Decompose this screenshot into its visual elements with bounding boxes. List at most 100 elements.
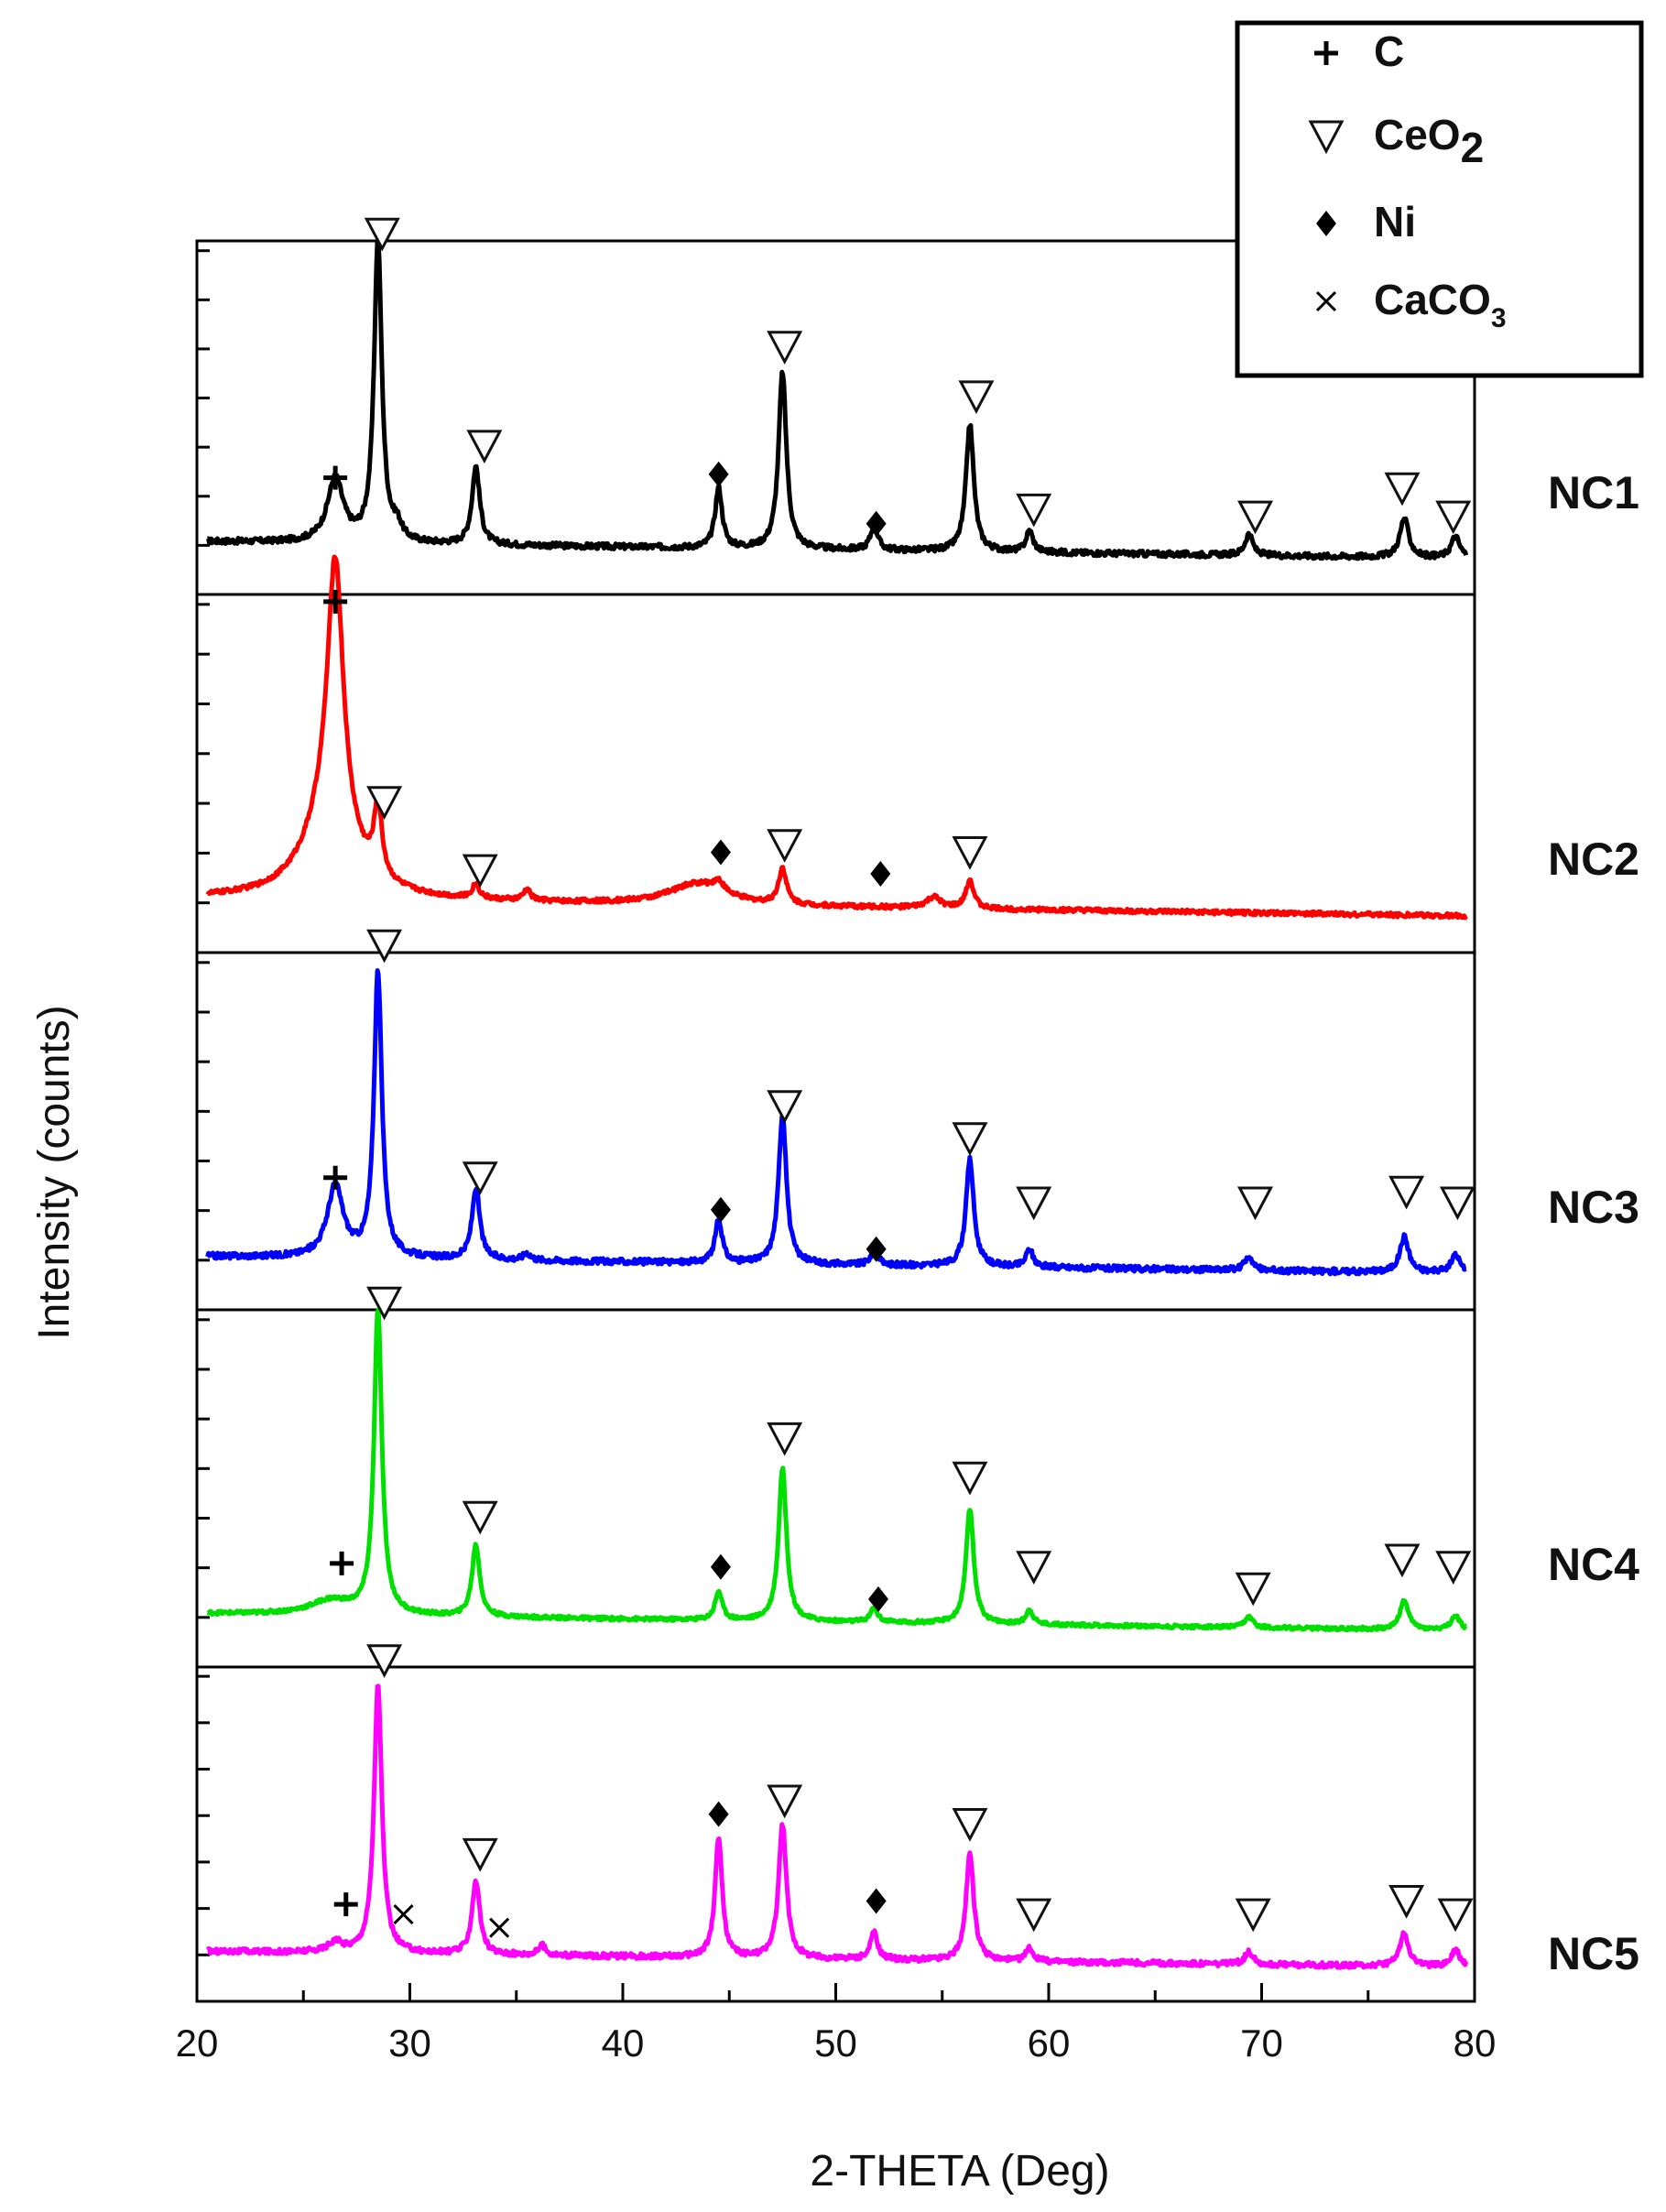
diamond-marker: [1316, 211, 1336, 236]
series-label-nc1: NC1: [1548, 467, 1639, 518]
triangle-down-marker: [1384, 472, 1421, 507]
marker-plus: [323, 1165, 348, 1190]
triangle-down-marker: [952, 1461, 988, 1496]
marker-triangle-down: [462, 854, 498, 888]
triangle-down-marker: [767, 829, 803, 863]
triangle-down-marker: [1237, 1186, 1274, 1221]
triangle-down-marker: [1237, 500, 1274, 535]
x-tick-label: 50: [814, 2021, 857, 2065]
marker-plus: [323, 589, 348, 614]
x-tick-label: 40: [602, 2021, 645, 2065]
marker-triangle-down: [364, 217, 400, 252]
marker-triangle-down: [1435, 500, 1472, 535]
marker-diamond: [710, 839, 731, 866]
x-tick-label: 60: [1028, 2021, 1071, 2065]
triangle-down-marker: [1235, 1898, 1271, 1933]
triangle-down-marker: [952, 1122, 988, 1156]
marker-triangle-down: [767, 1784, 803, 1819]
marker-diamond: [870, 860, 891, 887]
triangle-down-marker: [952, 836, 988, 870]
series-line-nc1: [206, 238, 1469, 561]
x-tick-label: 30: [388, 2021, 431, 2065]
marker-triangle-down: [1435, 1551, 1472, 1585]
panel-nc3: NC3: [195, 929, 1639, 1312]
triangle-down-marker: [364, 217, 400, 252]
marker-triangle-down: [767, 829, 803, 863]
diamond-marker: [710, 839, 731, 866]
legend-label: C: [1374, 27, 1404, 75]
plus-marker: [330, 1551, 354, 1575]
marker-triangle-down: [1308, 120, 1345, 155]
marker-triangle-down: [1016, 1186, 1052, 1221]
triangle-down-marker: [1435, 1551, 1472, 1585]
series-line-nc2: [205, 554, 1468, 921]
marker-diamond: [866, 1888, 887, 1914]
triangle-down-marker: [462, 1837, 498, 1872]
triangle-down-marker: [767, 331, 803, 365]
diamond-marker: [868, 1585, 888, 1612]
triangle-down-marker: [466, 430, 503, 464]
marker-diamond: [710, 1196, 731, 1223]
series-line-nc5: [205, 1684, 1469, 1970]
marker-triangle-down: [462, 1837, 498, 1872]
x-tick-label: 20: [176, 2021, 219, 2065]
series-line-nc3: [205, 968, 1468, 1277]
marker-triangle-down: [1235, 1898, 1271, 1933]
legend-entry-diamond: Ni: [1316, 198, 1416, 245]
marker-triangle-down: [366, 1644, 403, 1678]
legend-label: Ni: [1374, 198, 1416, 245]
triangle-down-marker: [958, 380, 995, 415]
marker-triangle-down: [1016, 493, 1052, 528]
legend-entry-plus: C: [1314, 27, 1404, 75]
x-axis: 20 30 40 50 60 70 80: [176, 1983, 1497, 2065]
diamond-marker: [708, 1801, 729, 1827]
stacked-panels: NC1 NC2 NC3 NC4 NC5: [195, 217, 1639, 2003]
series-line-nc4: [206, 1307, 1468, 1633]
marker-triangle-down: [1235, 1572, 1271, 1607]
diamond-marker: [710, 1196, 731, 1223]
triangle-down-marker: [1439, 1186, 1475, 1221]
triangle-down-marker: [462, 854, 498, 888]
marker-cross: [489, 1917, 510, 1938]
marker-triangle-down: [952, 836, 988, 870]
marker-triangle-down: [952, 1461, 988, 1496]
marker-triangle-down: [767, 1422, 803, 1456]
triangle-down-marker: [767, 1784, 803, 1819]
triangle-down-marker: [1016, 493, 1052, 528]
triangle-down-marker: [1308, 120, 1345, 155]
triangle-down-marker: [1388, 1885, 1425, 1919]
panel-nc4: NC4: [195, 1286, 1639, 1669]
marker-diamond: [868, 1585, 888, 1612]
marker-diamond: [866, 510, 887, 537]
marker-triangle-down: [466, 430, 503, 464]
x-tick-label: 80: [1454, 2021, 1497, 2065]
marker-diamond: [1316, 211, 1336, 236]
marker-triangle-down: [1237, 500, 1274, 535]
marker-triangle-down: [1384, 472, 1421, 507]
triangle-down-marker: [1016, 1186, 1052, 1221]
diamond-marker: [870, 860, 891, 887]
series-label-nc2: NC2: [1548, 834, 1639, 885]
triangle-down-marker: [462, 1161, 498, 1195]
marker-diamond: [866, 1236, 887, 1262]
triangle-down-marker: [1437, 1898, 1474, 1933]
x-axis-title: 2-THETA (Deg): [810, 2147, 1109, 2196]
triangle-down-marker: [1435, 500, 1472, 535]
marker-plus: [330, 1551, 354, 1575]
triangle-down-marker: [1388, 1175, 1425, 1210]
plus-marker: [333, 1892, 358, 1917]
legend-box: [1235, 20, 1644, 378]
marker-triangle-down: [1437, 1898, 1474, 1933]
marker-triangle-down: [767, 1090, 803, 1124]
series-label-nc3: NC3: [1548, 1182, 1639, 1233]
triangle-down-marker: [366, 1644, 403, 1678]
marker-triangle-down: [366, 786, 403, 820]
marker-triangle-down: [952, 1808, 988, 1842]
plus-marker: [323, 1165, 348, 1190]
triangle-down-marker: [767, 1090, 803, 1124]
triangle-down-marker: [1235, 1572, 1271, 1607]
triangle-down-marker: [366, 786, 403, 820]
legend-subscript: 3: [1491, 303, 1507, 333]
